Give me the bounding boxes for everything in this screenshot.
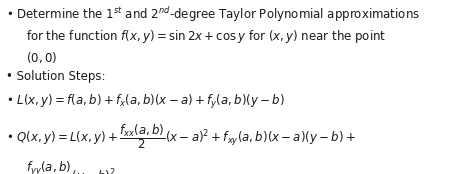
Text: $\dfrac{f_{yy}(a,b)}{2}(y - b)^2$: $\dfrac{f_{yy}(a,b)}{2}(y - b)^2$ xyxy=(26,159,116,174)
Text: • $Q(x, y) = L(x, y) + \dfrac{f_{xx}(a,b)}{2}(x - a)^2 + f_{xy}(a, b)(x - a)(y -: • $Q(x, y) = L(x, y) + \dfrac{f_{xx}(a,b… xyxy=(6,123,356,151)
Text: • Solution Steps:: • Solution Steps: xyxy=(6,70,105,84)
Text: • $L(x, y) = f(a, b) + f_x(a, b)(x - a) + f_y(a, b)(y - b)$: • $L(x, y) = f(a, b) + f_x(a, b)(x - a) … xyxy=(6,93,284,111)
Text: for the function $f(x, y) = \mathrm{sin}\,2x + \mathrm{cos}\,y$ for $(x, y)$ nea: for the function $f(x, y) = \mathrm{sin}… xyxy=(26,28,386,45)
Text: • Determine the 1$^{st}$ and 2$^{nd}$-degree Taylor Polynomial approximations: • Determine the 1$^{st}$ and 2$^{nd}$-de… xyxy=(6,5,419,24)
Text: $(0,0)$: $(0,0)$ xyxy=(26,50,57,65)
